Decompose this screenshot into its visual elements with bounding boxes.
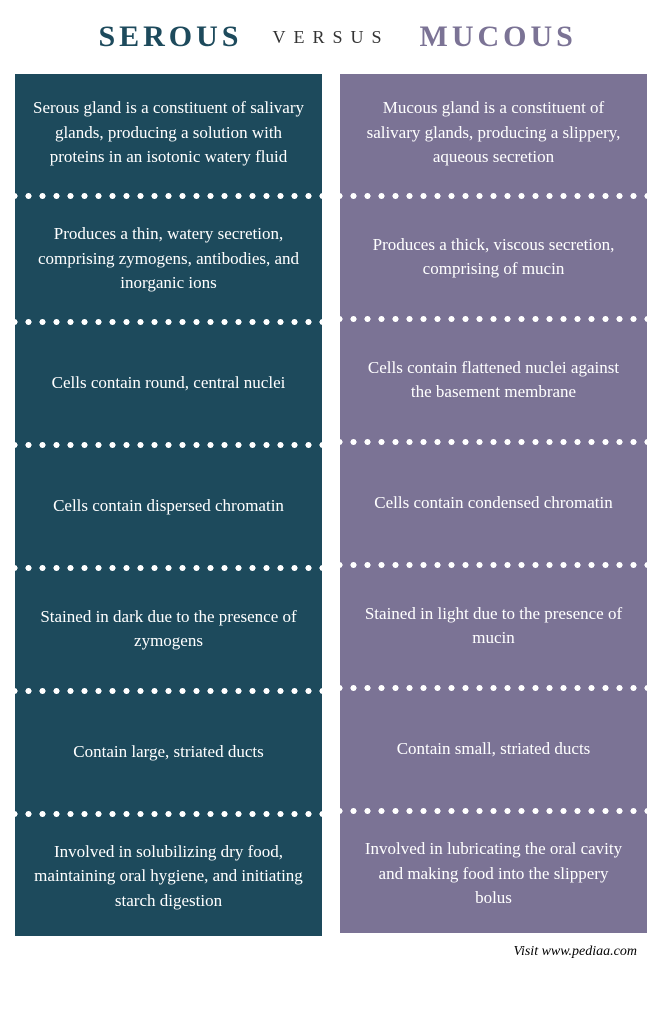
right-column: Mucous gland is a constituent of salivar…: [340, 74, 647, 936]
row-divider: [340, 438, 647, 446]
comparison-cell-left: Stained in dark due to the presence of z…: [15, 572, 322, 687]
header-left-title: SEROUS: [15, 20, 242, 54]
comparison-cell-left: Cells contain round, central nuclei: [15, 326, 322, 441]
comparison-cell-right: Stained in light due to the presence of …: [340, 569, 647, 684]
row-divider: [15, 192, 322, 200]
comparison-cell-left: Contain large, striated ducts: [15, 695, 322, 810]
row-divider: [15, 564, 322, 572]
comparison-cell-right: Cells contain condensed chromatin: [340, 446, 647, 561]
comparison-cell-left: Cells contain dispersed chromatin: [15, 449, 322, 564]
row-divider: [15, 441, 322, 449]
row-divider: [15, 810, 322, 818]
comparison-cell-left: Produces a thin, watery secretion, compr…: [15, 200, 322, 318]
row-divider: [340, 684, 647, 692]
comparison-columns: Serous gland is a constituent of salivar…: [15, 74, 647, 936]
row-divider: [340, 192, 647, 200]
row-divider: [15, 318, 322, 326]
comparison-cell-left: Serous gland is a constituent of salivar…: [15, 74, 322, 192]
comparison-cell-left: Involved in solubilizing dry food, maint…: [15, 818, 322, 936]
left-column: Serous gland is a constituent of salivar…: [15, 74, 322, 936]
comparison-cell-right: Involved in lubricating the oral cavity …: [340, 815, 647, 933]
row-divider: [340, 807, 647, 815]
row-divider: [15, 687, 322, 695]
row-divider: [340, 315, 647, 323]
comparison-cell-right: Mucous gland is a constituent of salivar…: [340, 74, 647, 192]
row-divider: [340, 561, 647, 569]
comparison-cell-right: Cells contain flattened nuclei against t…: [340, 323, 647, 438]
header-versus: VERSUS: [272, 27, 389, 48]
header-right-title: MUCOUS: [420, 20, 647, 54]
comparison-header: SEROUS VERSUS MUCOUS: [15, 20, 647, 54]
comparison-cell-right: Produces a thick, viscous secretion, com…: [340, 200, 647, 315]
footer-credit: Visit www.pediaa.com: [15, 936, 647, 960]
comparison-cell-right: Contain small, striated ducts: [340, 692, 647, 807]
